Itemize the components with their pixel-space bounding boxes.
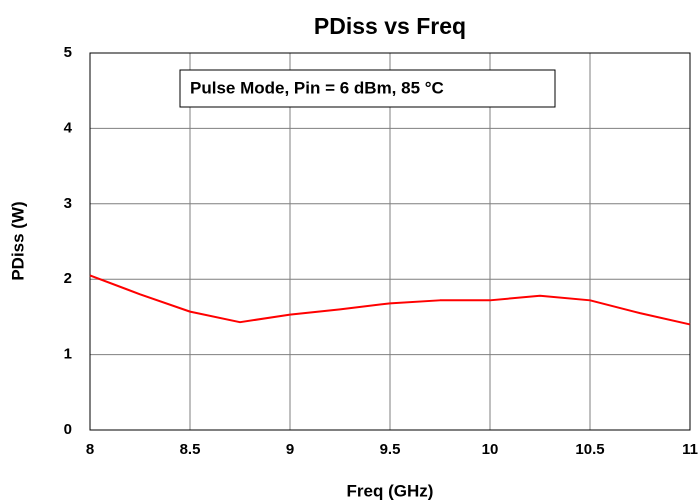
y-tick-label: 5 bbox=[64, 44, 72, 61]
annotation-box bbox=[179, 69, 556, 108]
data-line bbox=[89, 274, 691, 326]
annotation: Pulse Mode, Pin = 6 dBm, 85 °C bbox=[190, 78, 444, 97]
y-tick-label: 3 bbox=[64, 195, 72, 212]
y-tick-label: 4 bbox=[64, 119, 73, 136]
y-tick-label: 2 bbox=[64, 270, 72, 287]
x-tick-label: 10.5 bbox=[575, 441, 604, 458]
y-tick-label: 1 bbox=[64, 346, 72, 363]
x-axis-label: Freq (GHz) bbox=[347, 481, 434, 500]
y-tick-label: 0 bbox=[64, 421, 72, 438]
plot-border bbox=[89, 52, 691, 431]
chart-title: PDiss vs Freq bbox=[314, 13, 466, 39]
x-tick-label: 8 bbox=[86, 441, 94, 458]
x-tick-label: 11 bbox=[682, 441, 698, 458]
x-tick-label: 10 bbox=[482, 441, 499, 458]
x-tick-label: 8.5 bbox=[180, 441, 201, 458]
y-axis-label: PDiss (W) bbox=[8, 201, 27, 280]
x-tick-label: 9 bbox=[286, 441, 294, 458]
x-tick-label: 9.5 bbox=[380, 441, 401, 458]
